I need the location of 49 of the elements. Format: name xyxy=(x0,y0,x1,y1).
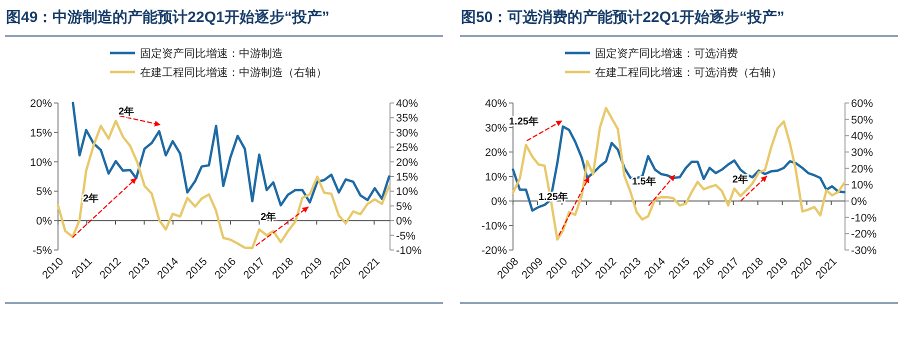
y2-tick-label: -10% xyxy=(396,245,422,257)
y2-tick-label: 40% xyxy=(396,98,418,110)
annotation: 2年 xyxy=(260,211,276,224)
y-tick-label: -10% xyxy=(481,220,508,232)
y-tick-label: 40% xyxy=(484,98,508,110)
y-tick-label: 0% xyxy=(491,196,508,208)
y-tick-label: 5% xyxy=(36,186,52,198)
legend-label: 固定资产同比增速：中游制造 xyxy=(140,47,283,60)
y2-tick-label: 25% xyxy=(396,142,418,154)
legend-label: 固定资产同比增速：可选消费 xyxy=(595,47,738,60)
line-series xyxy=(72,102,390,207)
y-tick-label: 30% xyxy=(484,122,508,134)
y2-tick-label: 5% xyxy=(396,200,412,213)
y-tick-label: 10% xyxy=(484,172,508,184)
annotation: 2年 xyxy=(83,192,99,205)
y2-tick-label: 20% xyxy=(396,156,418,169)
y2-tick-label: 30% xyxy=(851,147,874,159)
y2-tick-label: -20% xyxy=(851,228,877,241)
y2-tick-label: 10% xyxy=(396,186,418,198)
y2-tick-label: 35% xyxy=(396,112,418,125)
y2-tick-label: 15% xyxy=(396,172,418,184)
y2-tick-label: 20% xyxy=(851,163,874,176)
y2-tick-label: -10% xyxy=(851,212,877,224)
annotation: 2年 xyxy=(732,173,748,186)
line-series xyxy=(56,120,390,250)
chart-title: 图49：中游制造的产能预计22Q1开始逐步“投产” xyxy=(6,9,330,26)
legend-label: 在建工程同比增速：中游制造（右轴） xyxy=(140,66,327,79)
annotation: 2年 xyxy=(118,105,134,118)
legend-label: 在建工程同比增速：可选消费（右轴） xyxy=(595,66,782,79)
y2-tick-label: -5% xyxy=(396,230,416,242)
y2-tick-label: 0% xyxy=(851,196,868,208)
y-tick-label: 20% xyxy=(484,147,508,159)
y2-tick-label: 0% xyxy=(396,216,412,228)
y-tick-label: -20% xyxy=(481,245,508,257)
chart-title: 图50：可选消费的产能预计22Q1开始逐步“投产” xyxy=(461,9,784,26)
line-series xyxy=(512,106,846,241)
y2-tick-label: 10% xyxy=(851,180,874,192)
y-tick-label: 10% xyxy=(30,156,52,169)
y2-tick-label: 40% xyxy=(851,130,874,143)
annotation: 1.5年 xyxy=(632,175,656,188)
y-tick-label: 20% xyxy=(30,98,52,110)
line-series xyxy=(512,125,846,212)
y-tick-label: 0% xyxy=(36,216,52,228)
y-tick-label: 15% xyxy=(30,127,52,140)
y2-tick-label: 30% xyxy=(396,127,418,140)
y-tick-label: -5% xyxy=(32,245,52,257)
y2-tick-label: 50% xyxy=(851,114,874,126)
y2-tick-label: 60% xyxy=(851,98,874,110)
y2-tick-label: -30% xyxy=(851,245,877,257)
